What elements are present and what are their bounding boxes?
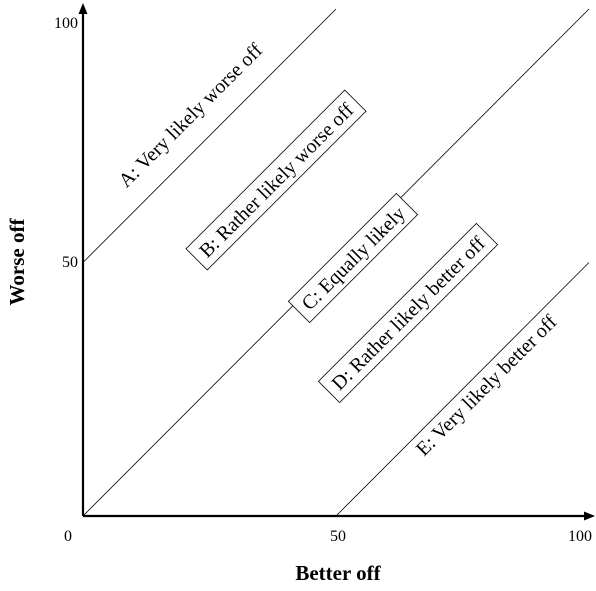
boundary-line-better-minus-worse-50	[335, 262, 590, 517]
y-axis-arrow	[78, 3, 88, 14]
region-a: A: Very likely worse off	[114, 39, 267, 192]
region-c-label: C: Equally likely	[298, 203, 410, 315]
region-b: B: Rather likely worse off	[185, 89, 367, 271]
region-a-label: A: Very likely worse off	[114, 39, 267, 192]
region-b-box	[185, 89, 367, 271]
region-e-label: E: Very likely better off	[412, 311, 562, 461]
x-tick-50: 50	[330, 528, 346, 545]
y-tick-50: 50	[62, 254, 78, 271]
x-tick-0: 0	[64, 528, 72, 545]
region-c-box	[287, 192, 419, 324]
boundary-line-worse-minus-better-50	[82, 8, 337, 263]
x-tick-100: 100	[568, 528, 592, 545]
x-axis-arrow	[584, 511, 595, 521]
x-axis-title: Better off	[295, 561, 381, 585]
region-b-label: B: Rather likely worse off	[195, 99, 358, 262]
y-axis-title: Worse off	[5, 218, 29, 306]
region-d-box	[317, 222, 499, 404]
region-labels: A: Very likely worse off B: Rather likel…	[114, 39, 561, 460]
region-e: E: Very likely better off	[412, 311, 562, 461]
y-tick-100: 100	[54, 15, 78, 32]
